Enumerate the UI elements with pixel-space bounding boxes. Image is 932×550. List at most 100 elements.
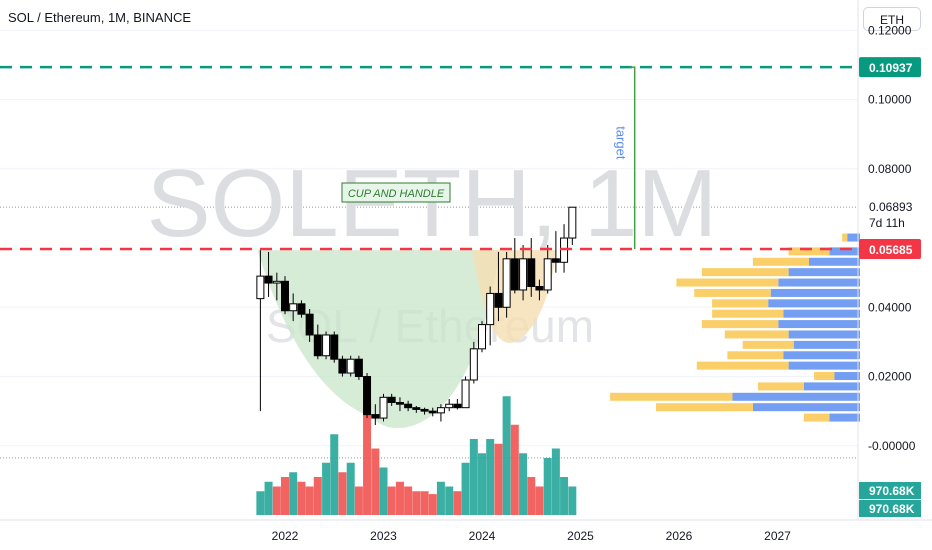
volume-profile-sell [712,309,784,318]
candle-down [510,258,519,291]
volume-bar [478,453,486,515]
volume-profile-sell [676,278,779,287]
volume-bar [256,491,265,515]
volume-bar [519,453,528,515]
volume-profile-sell [656,403,753,412]
volume-bar [453,491,462,515]
volume-profile-sell [842,233,848,242]
volume-profile-buy [783,351,860,360]
volume-profile-buy [788,330,860,339]
volume-bar [281,477,289,515]
volume-profile-buy [788,361,860,370]
x-tick-label: 2024 [469,529,496,543]
candle-down [551,258,560,263]
candle-down [412,407,421,410]
candle-up [543,258,552,291]
volume-profile-buy [778,278,860,287]
volume-bar [363,401,372,515]
target-measure-line [629,66,636,249]
volume-bar [371,448,380,515]
volume-bar [461,462,470,515]
candle-down [330,334,339,360]
candle-up [289,303,298,312]
volume-profile-buy [778,320,860,329]
volume-bar [289,472,298,515]
volume-bar [297,481,306,515]
candle-up [346,358,355,374]
volume-bar [338,472,347,515]
volume-profile-buy [770,288,860,297]
candle-down [395,401,404,405]
candle-down [404,403,413,409]
volume-profile-sell [752,257,809,266]
support-price-tag-bg [859,238,921,259]
countdown-label: 7d 11h [869,216,905,230]
target-annotation: target [614,126,629,160]
volume-profile-sell [742,340,794,349]
y-tick-label: -0.00000 [868,439,916,453]
support-price-tag: 0.05685 [869,243,913,257]
volume-profile-buy [793,340,860,349]
x-tick-label: 2025 [567,529,594,543]
volume-bar [535,486,544,515]
candle-up [379,396,388,419]
volume-bar [387,486,396,515]
y-tick-label: 0.04000 [868,300,912,314]
volume-profile-sell [610,392,733,401]
volume-profile-sell [758,382,804,391]
candle-down [428,410,437,414]
candle-down [264,275,273,284]
volume-bar [469,439,478,515]
volume-profile-buy [783,309,860,318]
currency-selector[interactable]: ETH [863,7,921,31]
candle-down [363,376,372,416]
volume-profile-buy [809,257,860,266]
volume-profile-sell [696,361,789,370]
x-tick-label: 2026 [666,529,693,543]
volume-profile-buy [829,413,860,422]
volume-bar [313,477,322,515]
y-tick-label: 0.10000 [868,93,912,107]
volume-bar [379,467,388,515]
volume-profile-buy [834,372,860,381]
volume-bar [354,486,363,515]
volume-profile-sell [701,320,779,329]
volume-bar [428,494,437,515]
volume-profile-buy [732,392,860,401]
candle-up [486,292,495,326]
candle-down [387,396,396,403]
target-price-tag-bg [859,57,921,78]
candle-down [313,334,322,357]
candle-up [322,334,331,357]
volume-profile-buy [847,233,860,242]
symbol-title[interactable]: SOL / Ethereum, 1M, BINANCE [8,10,192,25]
volume-bar [543,458,552,515]
y-tick-label: 0.12000 [868,23,912,37]
volume-tag-a-bg [859,482,921,499]
pattern-label[interactable]: CUP AND HANDLE [341,182,451,203]
volume-bar [436,481,445,515]
candle-down [354,358,363,378]
candle-up [461,379,470,409]
volume-profile-buy [752,403,860,412]
cup-shape [257,250,500,429]
volume-profile-sell [701,268,789,277]
candle-down [494,292,503,308]
candle-down [371,414,380,419]
candle-down [297,303,306,315]
candle-down [535,286,544,291]
watermark-main: SOLETH, 1M [147,150,718,257]
candle-down [420,408,429,412]
candle-up [502,258,511,308]
volume-bar [445,486,454,515]
volume-bar [560,477,569,515]
candle-down [338,358,347,374]
volume-profile-buy [768,299,860,308]
volume-profile-sell [724,330,789,339]
volume-bar [420,491,429,515]
volume-bar [510,424,519,515]
volume-bar [494,443,503,515]
volume-bar [568,486,577,515]
volume-bar [264,481,273,515]
